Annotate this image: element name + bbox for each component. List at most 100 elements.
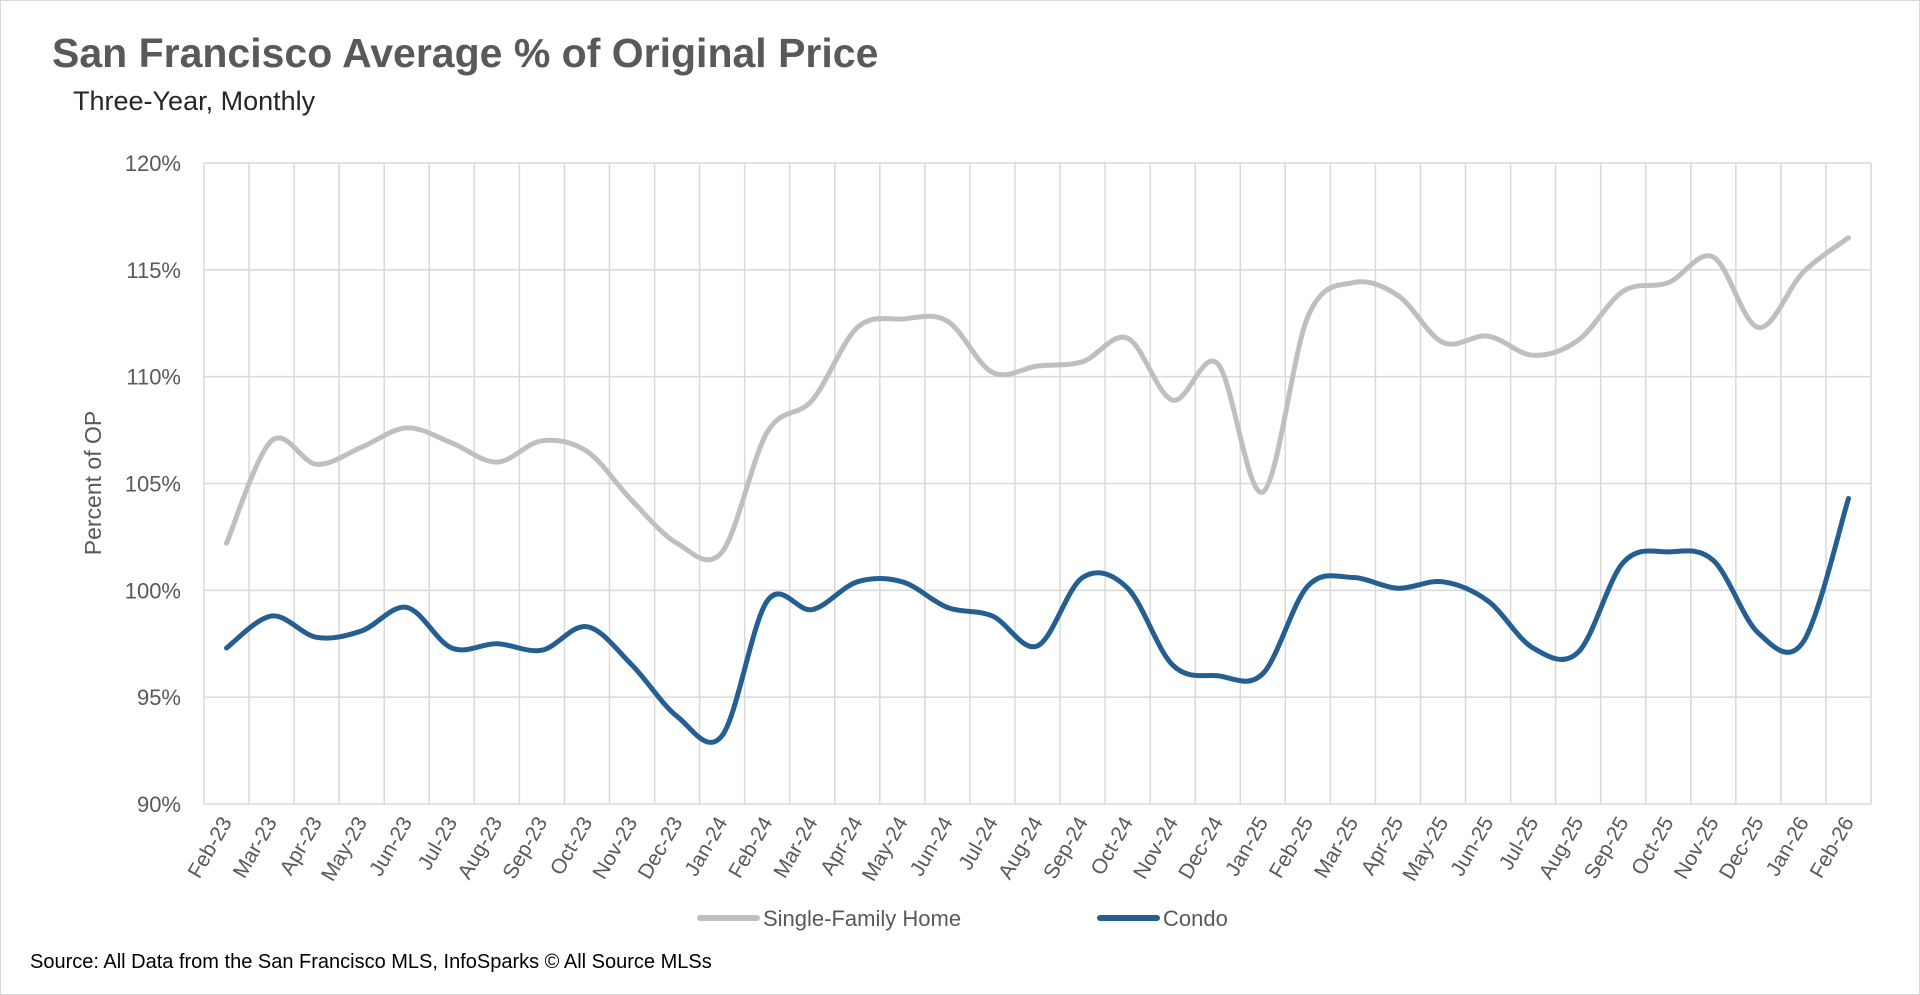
data-point-single-family-home	[765, 430, 769, 434]
data-point-condo	[900, 580, 904, 584]
data-point-condo	[1666, 550, 1670, 554]
data-point-condo	[1171, 663, 1175, 667]
data-point-condo	[315, 635, 319, 639]
x-tick-label: Jun-23	[365, 813, 417, 880]
data-point-single-family-home	[675, 541, 679, 545]
chart-subtitle: Three-Year, Monthly	[73, 86, 316, 116]
x-tick-label: Jun-25	[1446, 813, 1498, 880]
data-point-condo	[360, 629, 364, 633]
data-point-condo	[675, 714, 679, 718]
x-tick-label: Jul-24	[954, 813, 1003, 874]
legend: Single-Family Home Condo	[697, 906, 1228, 931]
data-point-condo	[450, 646, 454, 650]
data-point-single-family-home	[855, 326, 859, 330]
data-point-single-family-home	[1486, 334, 1490, 338]
data-point-single-family-home	[1306, 315, 1310, 319]
data-point-condo	[1351, 576, 1355, 580]
data-point-condo	[1216, 674, 1220, 678]
data-point-single-family-home	[1576, 338, 1580, 342]
data-point-condo	[1801, 640, 1805, 644]
data-point-single-family-home	[1846, 236, 1850, 240]
y-axis-label: Percent of OP	[80, 411, 106, 555]
x-tick-label: Mar-23	[229, 813, 282, 882]
legend-label-condo: Condo	[1163, 906, 1228, 931]
data-point-single-family-home	[360, 445, 364, 449]
legend-label-single-family-home: Single-Family Home	[763, 906, 961, 931]
data-point-single-family-home	[495, 460, 499, 464]
x-tick-label: Mar-24	[769, 813, 822, 882]
data-point-single-family-home	[630, 499, 634, 503]
data-point-condo	[1306, 584, 1310, 588]
data-point-condo	[1846, 496, 1850, 500]
data-point-condo	[585, 625, 589, 629]
data-point-single-family-home	[810, 398, 814, 402]
y-tick-label: 105%	[125, 472, 181, 497]
y-tick-label: 115%	[126, 258, 181, 283]
data-point-condo	[1531, 646, 1535, 650]
series-lines	[224, 235, 1851, 745]
y-tick-label: 90%	[137, 792, 181, 817]
data-point-single-family-home	[1396, 293, 1400, 297]
x-tick-label: Sep-23	[498, 813, 552, 883]
data-point-single-family-home	[270, 439, 274, 443]
data-point-condo	[810, 608, 814, 612]
data-point-single-family-home	[405, 426, 409, 430]
data-point-single-family-home	[225, 541, 229, 545]
x-tick-label: Jul-23	[414, 813, 463, 874]
data-point-single-family-home	[900, 317, 904, 321]
data-point-single-family-home	[1621, 289, 1625, 293]
y-tick-label: 100%	[125, 578, 181, 603]
data-point-condo	[225, 646, 229, 650]
data-point-condo	[1036, 644, 1040, 648]
chart-source: Source: All Data from the San Francisco …	[30, 951, 712, 973]
data-point-condo	[1576, 650, 1580, 654]
data-point-condo	[540, 648, 544, 652]
data-point-condo	[495, 642, 499, 646]
data-point-condo	[990, 614, 994, 618]
data-point-single-family-home	[1711, 255, 1715, 259]
data-point-single-family-home	[990, 370, 994, 374]
series-line-condo	[224, 496, 1851, 745]
y-tick-label: 120%	[125, 151, 181, 176]
data-point-condo	[1711, 558, 1715, 562]
chart-title: San Francisco Average % of Original Pric…	[52, 30, 879, 76]
data-point-condo	[765, 599, 769, 603]
data-point-single-family-home	[1171, 398, 1175, 402]
data-point-single-family-home	[945, 319, 949, 323]
x-tick-label: Dec-25	[1715, 813, 1769, 883]
data-point-condo	[270, 614, 274, 618]
x-tick-label: Sep-24	[1039, 813, 1093, 883]
data-point-single-family-home	[1801, 270, 1805, 274]
data-point-condo	[1261, 672, 1265, 676]
data-point-single-family-home	[1351, 281, 1355, 285]
x-tick-label: Mar-25	[1310, 813, 1363, 882]
data-point-condo	[1081, 576, 1085, 580]
data-point-single-family-home	[1666, 281, 1670, 285]
data-point-condo	[1126, 586, 1130, 590]
data-point-single-family-home	[315, 462, 319, 466]
y-tick-label: 95%	[137, 685, 181, 710]
data-point-single-family-home	[1216, 362, 1220, 366]
data-point-condo	[1396, 586, 1400, 590]
data-point-single-family-home	[1531, 353, 1535, 357]
data-point-single-family-home	[1126, 336, 1130, 340]
x-tick-label: Dec-24	[1174, 813, 1228, 883]
data-point-condo	[855, 580, 859, 584]
data-point-single-family-home	[1756, 326, 1760, 330]
y-axis-ticks: 90% 95% 100% 105% 110% 115% 120%	[125, 151, 181, 817]
x-tick-label: Sep-25	[1580, 813, 1634, 883]
y-tick-label: 110%	[126, 365, 181, 390]
data-point-condo	[405, 605, 409, 609]
data-point-single-family-home	[1081, 360, 1085, 364]
data-point-condo	[1486, 599, 1490, 603]
data-point-condo	[945, 605, 949, 609]
x-axis-ticks: Feb-23Mar-23Apr-23May-23Jun-23Jul-23Aug-…	[184, 813, 1859, 885]
data-point-condo	[1441, 580, 1445, 584]
data-point-single-family-home	[720, 550, 724, 554]
gridlines	[203, 162, 1872, 805]
x-tick-label: Dec-23	[634, 813, 688, 883]
series-line-single-family-home	[224, 235, 1851, 563]
data-point-single-family-home	[1036, 364, 1040, 368]
x-tick-label: Feb-26	[1806, 813, 1859, 882]
